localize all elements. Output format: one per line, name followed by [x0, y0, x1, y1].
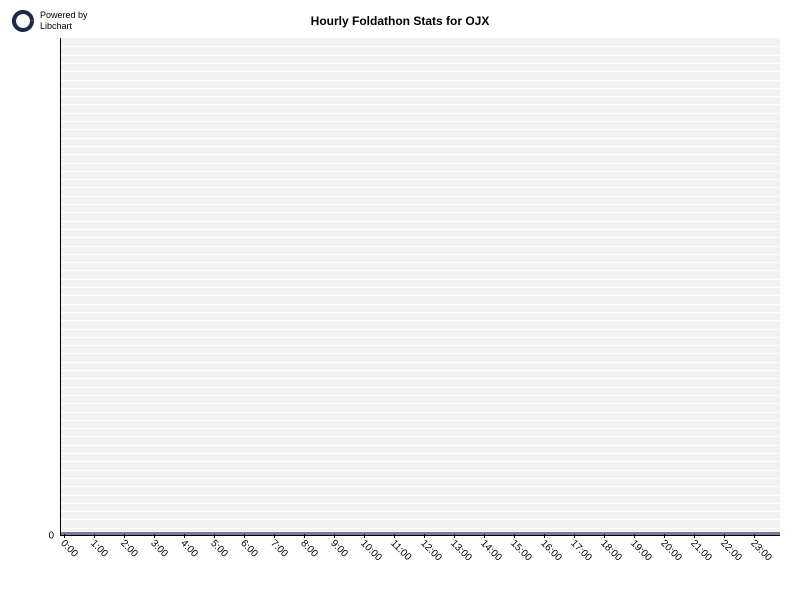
x-tick-label: 9:00: [328, 538, 350, 560]
chart-title: Hourly Foldathon Stats for OJX: [0, 14, 800, 28]
x-tick-label: 14:00: [478, 538, 503, 563]
bottom-band: [61, 532, 780, 535]
x-tick-label: 7:00: [268, 538, 290, 560]
x-tick-label: 23:00: [748, 538, 773, 563]
x-tick-label: 2:00: [118, 538, 140, 560]
x-tick-label: 22:00: [718, 538, 743, 563]
x-tick-label: 8:00: [298, 538, 320, 560]
x-tick-label: 13:00: [448, 538, 473, 563]
plot-area: [60, 38, 780, 536]
x-tick-label: 15:00: [508, 538, 533, 563]
x-tick-label: 3:00: [148, 538, 170, 560]
y-axis-labels: 0: [0, 38, 60, 536]
x-tick-label: 10:00: [358, 538, 383, 563]
x-tick-label: 20:00: [658, 538, 683, 563]
x-tick-label: 5:00: [208, 538, 230, 560]
x-tick-label: 16:00: [538, 538, 563, 563]
x-tick-label: 17:00: [568, 538, 593, 563]
x-axis-labels: 0:00 1:00 2:00 3:00 4:00 5:00 6:00 7:00 8:00 9:00…: [60, 536, 780, 596]
y-tick-0: 0: [48, 531, 54, 542]
x-tick-label: 21:00: [688, 538, 713, 563]
x-tick-label: 1:00: [88, 538, 110, 560]
x-tick-label: 12:00: [418, 538, 443, 563]
x-tick-label: 19:00: [628, 538, 653, 563]
x-tick-label: 11:00: [388, 538, 413, 563]
x-tick-label: 6:00: [238, 538, 260, 560]
x-tick-label: 0:00: [58, 538, 80, 560]
x-tick-label: 4:00: [178, 538, 200, 560]
x-tick-label: 18:00: [598, 538, 623, 563]
